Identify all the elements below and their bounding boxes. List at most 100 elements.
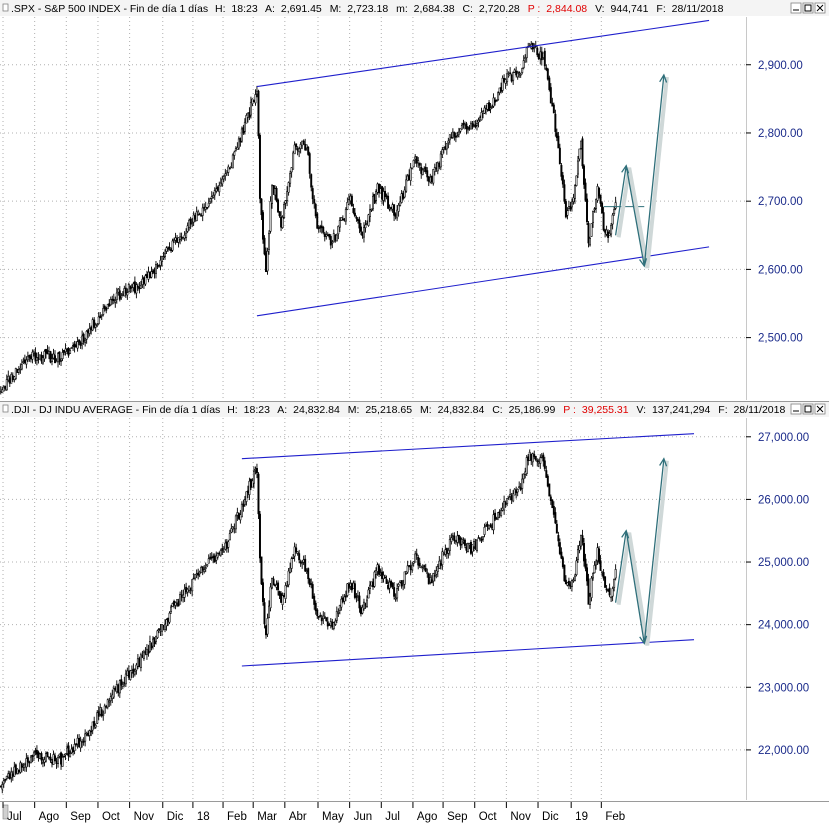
candle (109, 692, 112, 706)
candle (46, 345, 49, 355)
x-tick-label: Mar (257, 811, 277, 823)
minimize-icon[interactable] (790, 403, 802, 415)
candle (103, 304, 106, 312)
panel-handle-icon[interactable] (2, 404, 9, 413)
candle (170, 604, 173, 614)
candle (106, 303, 109, 310)
candle (367, 586, 370, 599)
candle (406, 173, 409, 182)
maximize-icon[interactable] (802, 2, 814, 14)
projection-arrowhead (621, 529, 630, 539)
candle (355, 593, 358, 603)
candle (384, 574, 387, 579)
candle (338, 217, 341, 232)
channel-lower-line[interactable] (256, 246, 710, 317)
minimize-icon[interactable] (790, 2, 802, 14)
candle (0, 785, 2, 788)
candle (153, 637, 156, 647)
candle (138, 282, 141, 294)
candle (20, 359, 23, 371)
projection-path[interactable] (614, 74, 665, 267)
candle (444, 544, 447, 557)
candle (23, 354, 26, 365)
candle (596, 543, 599, 565)
candle (408, 564, 411, 568)
candle (278, 590, 281, 600)
candle (150, 642, 153, 651)
candle (8, 375, 11, 387)
candle (611, 212, 614, 230)
candle (394, 593, 397, 602)
candle (417, 554, 420, 570)
candle (43, 756, 46, 767)
candle (260, 198, 263, 221)
candle (243, 495, 246, 507)
candle (501, 502, 504, 512)
candle (132, 663, 135, 678)
candle (335, 606, 338, 624)
candle (165, 246, 168, 254)
candle (534, 455, 537, 462)
candle (491, 104, 494, 109)
time-axis (0, 801, 829, 820)
candle (414, 550, 417, 563)
candle (445, 547, 448, 559)
channel-lower-line[interactable] (241, 639, 695, 667)
candle (231, 526, 234, 533)
candle (197, 568, 200, 580)
candle (462, 119, 465, 129)
candle (124, 283, 127, 298)
candle (35, 745, 38, 759)
projection-arrowhead (639, 635, 648, 645)
candle (263, 235, 266, 256)
candle (471, 544, 474, 557)
candle (162, 251, 165, 261)
candle (533, 43, 536, 53)
candle (85, 731, 88, 737)
candle (513, 68, 516, 73)
panel-handle-icon[interactable] (2, 3, 9, 12)
candle (375, 567, 377, 579)
candle (108, 697, 111, 707)
candle (601, 201, 604, 214)
candle (468, 125, 471, 131)
candle (340, 596, 343, 611)
channel-upper-line[interactable] (241, 433, 695, 460)
candle (352, 580, 355, 590)
candle (281, 215, 284, 229)
candle (161, 623, 163, 637)
candle (441, 146, 444, 159)
projection-path[interactable] (614, 458, 665, 644)
candle (435, 566, 438, 579)
candle (370, 208, 373, 213)
candle (513, 488, 516, 496)
candle (498, 87, 501, 96)
candle (399, 580, 402, 584)
candle (599, 555, 602, 571)
channel-upper-line[interactable] (256, 19, 710, 88)
candle (129, 669, 132, 681)
maximize-icon[interactable] (802, 403, 814, 415)
candle (201, 566, 204, 576)
candle (2, 385, 5, 392)
candle (586, 193, 588, 225)
candle (460, 122, 463, 130)
candle (598, 186, 601, 199)
candle (22, 763, 25, 771)
candle (537, 459, 540, 468)
candle (601, 570, 604, 577)
candle (296, 146, 299, 156)
candle (432, 572, 435, 587)
x-tick-label: Jun (354, 811, 373, 823)
candle (32, 750, 35, 762)
candle (221, 175, 224, 187)
candle (325, 230, 328, 240)
candle (38, 752, 41, 760)
candle (463, 121, 466, 130)
candle (75, 341, 78, 348)
candle (412, 561, 415, 567)
scroll-handle-icon[interactable] (2, 804, 9, 820)
candle (239, 509, 242, 524)
candle (124, 669, 127, 688)
candle (426, 568, 429, 578)
